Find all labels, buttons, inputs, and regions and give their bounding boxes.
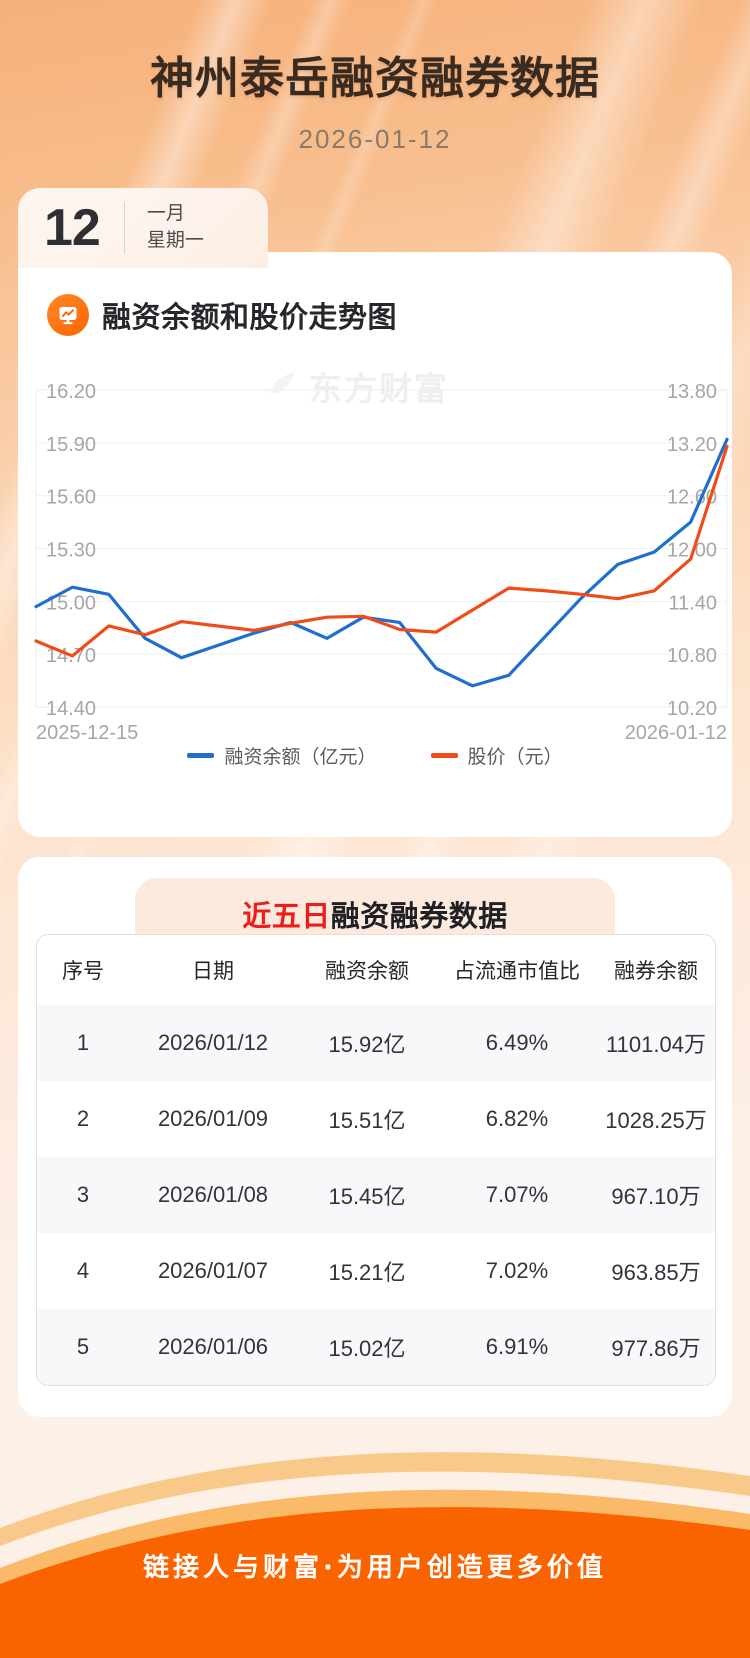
table-row[interactable]: 2 2026/01/09 15.51亿 6.82% 1028.25万 [37,1081,715,1157]
table-header-row: 序号 日期 融资余额 占流通市值比 融券余额 [37,935,715,1005]
margin-data-table: 序号 日期 融资余额 占流通市值比 融券余额 1 2026/01/12 15.9… [36,934,716,1386]
svg-text:2026-01-12: 2026-01-12 [625,722,727,742]
col-header-short: 融券余额 [614,960,698,983]
cell-ratio: 7.07% [485,1182,549,1207]
date-month: 一月 [146,203,185,225]
cell-no: 3 [76,1182,90,1207]
cell-ratio: 6.91% [485,1334,549,1359]
cell-short: 963.85万 [611,1260,701,1285]
cell-short: 1028.25万 [605,1108,707,1133]
footer-wave [0,1452,750,1658]
cell-date: 2026/01/07 [157,1258,269,1283]
page-header: 神州泰岳融资融券数据 2026-01-12 [0,0,750,155]
cell-no: 5 [76,1334,90,1359]
svg-text:13.80: 13.80 [667,381,717,403]
legend-swatch-margin [187,753,215,758]
chart-legend: 融资余额（亿元） 股价（元） [18,742,732,769]
col-header-ratio: 占流通市值比 [454,960,580,983]
chart-header: 融资余额和股价走势图 [18,252,732,336]
cell-short: 1101.04万 [606,1032,706,1057]
col-header-no: 序号 [62,960,104,983]
cell-margin: 15.92亿 [328,1032,406,1057]
cell-no: 1 [76,1030,90,1055]
svg-text:16.20: 16.20 [46,381,96,403]
page-title: 神州泰岳融资融券数据 [150,53,600,104]
table-title-highlight: 近五日 [242,899,331,933]
svg-text:15.30: 15.30 [46,540,96,562]
cell-no: 4 [76,1258,90,1283]
date-weekday: 星期一 [146,230,204,251]
cell-date: 2026/01/06 [157,1334,269,1359]
col-header-margin: 融资余额 [325,960,409,983]
table-row[interactable]: 4 2026/01/07 15.21亿 7.02% 963.85万 [37,1233,715,1309]
svg-text:14.40: 14.40 [46,698,96,720]
footer-slogan: 链接人与财富·为用户创造更多价值 [143,1553,607,1583]
svg-text:13.20: 13.20 [667,434,717,456]
table-row[interactable]: 5 2026/01/06 15.02亿 6.91% 977.86万 [37,1309,715,1385]
date-card: 12 一月 星期一 [18,188,268,268]
legend-label-margin: 融资余额（亿元） [224,747,377,768]
svg-text:15.00: 15.00 [46,592,96,614]
cell-date: 2026/01/08 [157,1182,269,1207]
page-subtitle: 2026-01-12 [298,124,452,154]
cell-margin: 15.45亿 [328,1184,406,1209]
svg-text:15.90: 15.90 [46,434,96,456]
cell-short: 977.86万 [611,1336,701,1361]
svg-text:11.40: 11.40 [668,592,717,614]
date-day: 12 [44,199,101,257]
svg-text:10.20: 10.20 [667,698,717,720]
cell-ratio: 7.02% [485,1258,549,1283]
legend-item-0[interactable]: 融资余额（亿元） [187,742,377,769]
chart-monitor-icon [47,294,89,336]
date-divider [123,202,125,254]
table-row[interactable]: 3 2026/01/08 15.45亿 7.07% 967.10万 [37,1157,715,1233]
chart-plot-area: 东方财富 16.20 13.80 15.90 13.20 15.60 12.60 15.30… [18,354,732,774]
table-row[interactable]: 1 2026/01/12 15.92亿 6.49% 1101.04万 [37,1005,715,1081]
col-header-date: 日期 [192,960,234,983]
chart-card: 融资余额和股价走势图 东方财富 16.20 13.80 15.90 13.20 15.6… [18,252,732,837]
legend-item-1[interactable]: 股价（元） [430,742,563,769]
legend-label-price: 股价（元） [467,747,563,768]
cell-no: 2 [76,1106,90,1131]
table-card: 近五日融资融券数据 东方财富 序号 日期 融资余额 占流通市值比 融券余额 1 … [18,857,732,1417]
svg-text:10.80: 10.80 [667,645,717,667]
cell-margin: 15.51亿 [328,1108,406,1133]
svg-text:2025-12-15: 2025-12-15 [36,722,138,742]
svg-text:15.60: 15.60 [46,487,96,509]
legend-swatch-price [430,753,458,758]
cell-date: 2026/01/12 [157,1030,269,1055]
cell-ratio: 6.82% [485,1106,549,1131]
page-footer: 链接人与财富·为用户创造更多价值 [0,1418,750,1658]
table-title-rest: 融资融券数据 [330,899,508,933]
cell-short: 967.10万 [611,1184,701,1209]
cell-margin: 15.21亿 [328,1260,406,1285]
chart-title: 融资余额和股价走势图 [102,300,398,334]
cell-margin: 15.02亿 [328,1336,406,1361]
cell-date: 2026/01/09 [157,1106,269,1131]
cell-ratio: 6.49% [485,1030,549,1055]
